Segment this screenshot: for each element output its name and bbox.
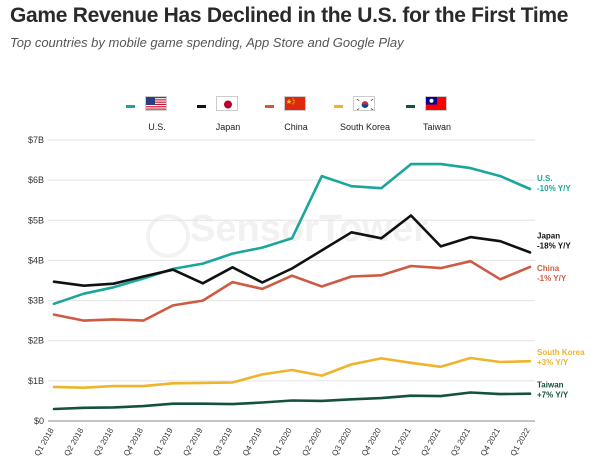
gridlines [48, 139, 535, 422]
legend-label: Taiwan [422, 122, 451, 132]
x-tick-label: Q4 2020 [360, 426, 383, 458]
x-tick-label: Q3 2021 [449, 426, 472, 458]
series-end-label-change: +3% Y/Y [537, 358, 569, 367]
series-line-japan [52, 214, 532, 288]
series-end-label-name: U.S. [537, 174, 553, 183]
y-tick-label: $6B [28, 175, 44, 185]
china-flag-icon [284, 96, 306, 111]
x-tick-label: Q2 2018 [62, 426, 85, 458]
watermark-text: SensorTower [190, 208, 428, 250]
legend-label: U.S. [148, 122, 166, 132]
series-lines [52, 162, 532, 411]
x-tick-label: Q1 2022 [509, 426, 532, 458]
series-end-label-name: Japan [537, 231, 560, 240]
series-end-label-name: China [537, 264, 560, 273]
y-tick-label: $0 [34, 416, 44, 426]
y-tick-label: $4B [28, 255, 44, 265]
x-tick-label: Q4 2019 [241, 426, 264, 458]
legend-swatch [265, 105, 274, 108]
south-korea-flag-icon [353, 96, 375, 111]
x-tick-label: Q1 2019 [152, 426, 175, 458]
series-line-south-korea [52, 356, 532, 390]
x-tick-label: Q1 2018 [33, 426, 56, 458]
series-line-china [52, 259, 532, 322]
y-tick-label: $7B [28, 135, 44, 145]
series-end-label-name: Taiwan [537, 381, 564, 390]
series-end-labels: U.S.-10% Y/Y Japan-18% Y/Y China-1% Y/Y Sou… [537, 174, 585, 400]
legend-swatch [334, 105, 343, 108]
legend-label: Japan [215, 122, 241, 132]
series-end-label-change: -18% Y/Y [537, 241, 571, 250]
series-end-label-change: +7% Y/Y [537, 391, 569, 400]
chart-subtitle: Top countries by mobile game spending, A… [10, 35, 404, 50]
series-end-label-name: South Korea [537, 348, 585, 357]
us-flag-icon [145, 96, 167, 111]
y-axis: $0 $1B $2B $3B $4B $5B $6B $7B [28, 135, 44, 426]
x-tick-label: Q4 2018 [122, 426, 145, 458]
legend-swatch [197, 105, 206, 108]
legend-swatch [406, 105, 415, 108]
x-tick-label: Q1 2021 [390, 426, 413, 458]
x-tick-label: Q1 2020 [271, 426, 294, 458]
chart-title: Game Revenue Has Declined in the U.S. fo… [10, 4, 569, 27]
x-tick-label: Q3 2019 [211, 426, 234, 458]
legend-label: China [284, 122, 308, 132]
y-tick-label: $1B [28, 376, 44, 386]
japan-flag-icon [216, 96, 238, 111]
x-tick-label: Q2 2020 [300, 426, 323, 458]
x-tick-label: Q3 2020 [330, 426, 353, 458]
legend-label: South Korea [339, 122, 391, 132]
series-line-u-s [52, 162, 532, 306]
x-tick-label: Q3 2018 [92, 426, 115, 458]
taiwan-flag-icon [425, 96, 447, 111]
x-axis: Q1 2018 Q2 2018 Q3 2018 Q4 2018 Q1 2019 Q2 20… [33, 426, 532, 458]
series-end-label-change: -1% Y/Y [537, 274, 567, 283]
y-tick-label: $2B [28, 336, 44, 346]
series-line-taiwan [52, 391, 532, 411]
legend-swatch [126, 105, 135, 108]
x-tick-label: Q4 2021 [479, 426, 502, 458]
x-tick-label: Q2 2019 [181, 426, 204, 458]
series-end-label-change: -10% Y/Y [537, 184, 571, 193]
y-tick-label: $5B [28, 215, 44, 225]
x-tick-label: Q2 2021 [419, 426, 442, 458]
watermark-logo-icon [146, 214, 190, 258]
y-tick-label: $3B [28, 296, 44, 306]
